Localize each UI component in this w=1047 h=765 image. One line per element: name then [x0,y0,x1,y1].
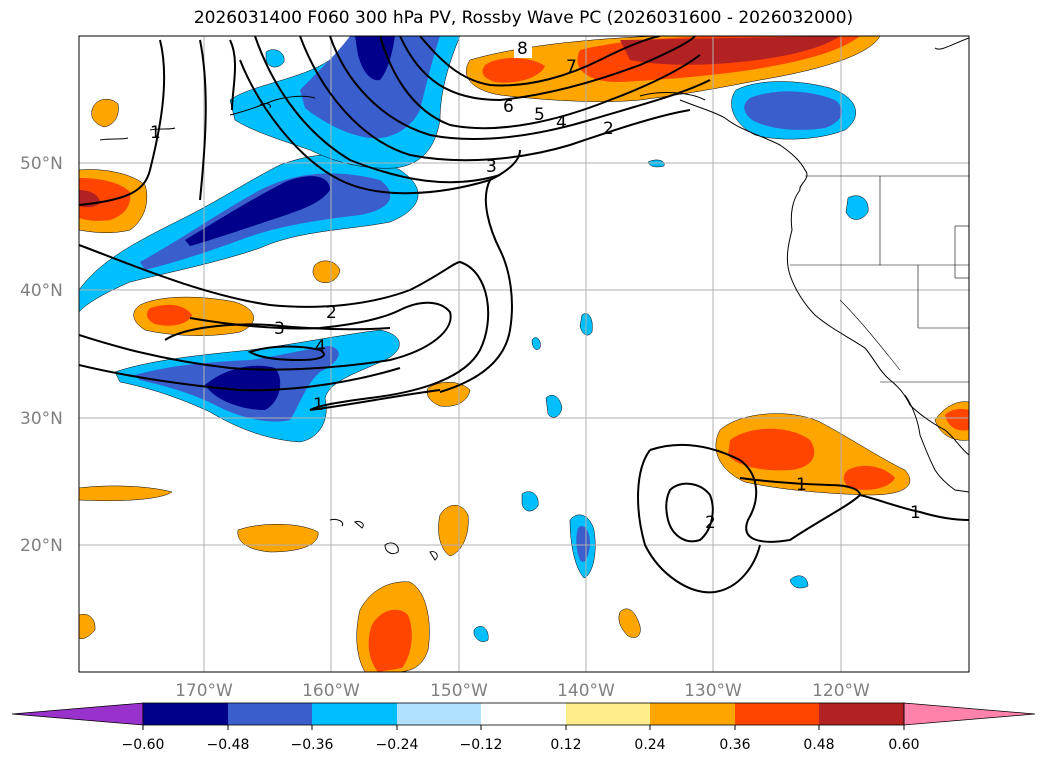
contour-label-1-southeast: 1 [910,503,921,523]
colorbar-bin-4 [397,703,481,725]
contour-label-6: 6 [503,97,514,117]
lon-label-150w: 150°W [430,681,488,701]
negative-pv-anomaly-small-10 [265,49,285,68]
contour-label-4: 4 [556,113,567,133]
map-frame [78,35,970,673]
positive-pv-anomaly-small-6 [438,505,469,557]
lon-label-140w: 140°W [557,681,615,701]
contour-label-2-east: 2 [705,513,716,533]
colorbar-tick-label: −0.48 [207,737,250,753]
negative-pv-anomaly-small-5 [521,491,539,512]
positive-pv-anomaly-small-4 [79,485,173,501]
colorbar-tick-label: 0.60 [888,737,919,753]
latitude-labels: 50°N 40°N 30°N 20°N [20,154,63,556]
positive-pv-anomaly-west [79,169,148,233]
colorbar-tick-label: 0.48 [803,737,834,753]
positive-pv-anomaly-small-7 [618,608,641,638]
negative-pv-anomaly-small-7 [789,575,809,589]
colorbar-tick-label: 0.12 [550,737,581,753]
gridlines [79,36,969,672]
colorbar-bin-3 [312,703,397,725]
contour-label-3-west: 3 [274,319,285,339]
contour-label-4-west: 4 [315,337,326,357]
positive-pv-anomaly-north [466,36,881,102]
state-borders [790,175,969,383]
negative-pv-anomaly-small-8 [531,337,541,350]
positive-pv-anomaly-east [715,413,911,496]
colorbar-bin-8 [735,703,819,725]
colorbar-tick-label: 0.24 [634,737,665,753]
contour-label-1-west: 1 [313,395,324,415]
positive-pv-anomaly-south [356,581,430,672]
lat-label-50n: 50°N [20,154,63,174]
contour-label-3: 3 [486,157,497,177]
lat-label-40n: 40°N [20,281,63,301]
contour-label-1-east: 1 [796,475,807,495]
colorbar-bin-2 [228,703,312,725]
lat-label-20n: 20°N [20,536,63,556]
pv-shading: 8 7 6 5 4 2 3 2 3 4 1 1 2 1 1 [79,36,969,672]
contour-label-2-west: 2 [326,303,337,323]
colorbar-tick-label: −0.12 [460,737,503,753]
lon-label-160w: 160°W [302,681,360,701]
negative-pv-anomaly-north-center [229,36,461,169]
contour-label-7: 7 [566,57,577,77]
contour-label-8: 8 [517,39,528,59]
map-title: 2026031400 F060 300 hPa PV, Rossby Wave … [193,8,854,28]
contour-label-5: 5 [534,105,545,125]
colorbar-tick-label: −0.60 [122,737,165,753]
lon-label-170w: 170°W [175,681,233,701]
lon-label-130w: 130°W [684,681,742,701]
colorbar-tick-label: −0.24 [376,737,419,753]
rossby-wave-contours [79,36,969,594]
colorbar: −0.60 −0.48 −0.36 −0.24 −0.12 0.12 0.24 … [11,702,1036,753]
colorbar-extend-min [11,702,144,726]
negative-pv-anomaly-small-4 [845,195,869,220]
negative-pv-anomaly-main [79,154,419,313]
lat-label-30n: 30°N [20,409,63,429]
colorbar-extend-max [903,702,1036,726]
colorbar-bin-7 [650,703,735,725]
colorbar-bin-6 [566,703,650,725]
contour-label-1-northwest: 1 [150,123,161,143]
colorbar-bin-5 [481,703,566,725]
colorbar-bin-9 [819,703,904,725]
contour-labels: 8 7 6 5 4 2 3 2 3 4 1 1 2 1 1 [150,38,921,533]
negative-pv-anomaly-southwest [114,329,400,443]
lon-label-120w: 120°W [812,681,870,701]
longitude-labels: 170°W 160°W 150°W 140°W 130°W 120°W [175,681,870,701]
contour-label-2: 2 [603,119,614,139]
colorbar-tick-label: −0.36 [291,737,334,753]
negative-pv-anomaly-small-2 [545,395,563,418]
positive-pv-anomaly-small-1 [91,98,119,128]
coastlines [99,37,969,561]
positive-pv-anomaly-small-8 [79,614,96,639]
negative-pv-anomaly-small-6 [473,626,489,642]
colorbar-tick-label: 0.36 [719,737,750,753]
colorbar-bin-1 [143,703,228,725]
